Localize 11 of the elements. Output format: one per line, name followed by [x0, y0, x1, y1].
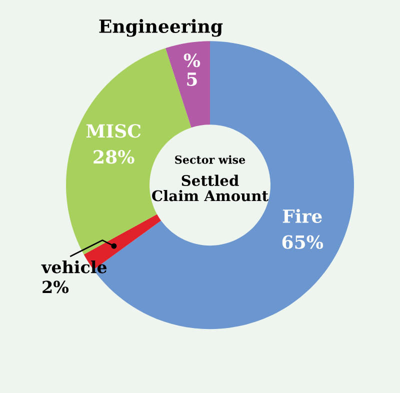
slice-label: MISC — [86, 124, 141, 138]
data-label: 28% — [94, 150, 134, 164]
text: Settled Claim Amount — [152, 174, 268, 202]
data-label: 65% — [282, 235, 324, 249]
donut-slice — [166, 41, 210, 128]
slice-label: vehicle — [41, 260, 107, 274]
slice-label: Fire — [282, 209, 322, 224]
data-label: % 5 — [184, 53, 200, 86]
slice-label: Engineering — [99, 19, 223, 37]
data-label: 2% — [42, 280, 69, 294]
text: Sector wise — [175, 155, 246, 164]
